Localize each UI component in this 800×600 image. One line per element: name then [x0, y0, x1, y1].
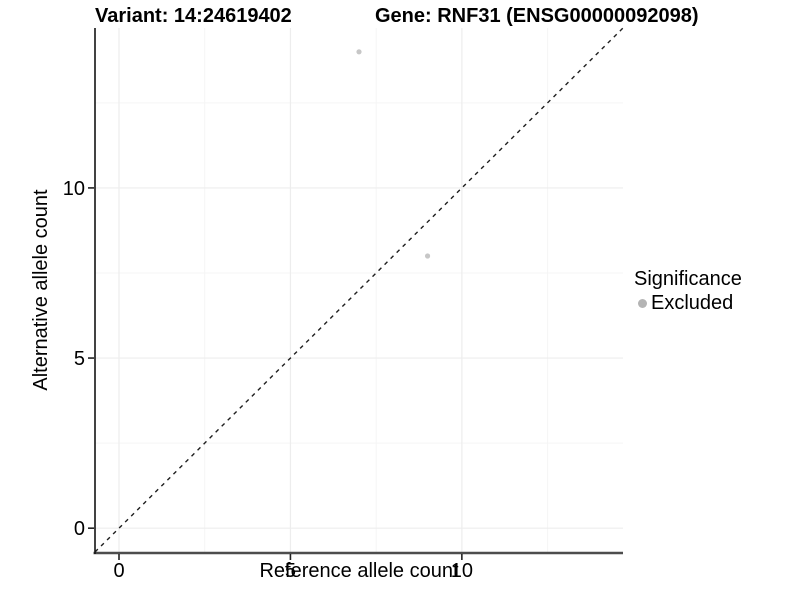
data-point	[356, 49, 362, 55]
y-tick-label: 5	[74, 348, 85, 370]
legend-title: Significance	[634, 268, 742, 290]
gene-title: Gene: RNF31 (ENSG00000092098)	[375, 5, 699, 27]
x-tick-label: 0	[113, 560, 124, 582]
identity-line	[94, 27, 624, 553]
x-axis-label: Reference allele count	[259, 560, 459, 582]
y-tick-label: 10	[63, 178, 85, 200]
x-tick-label: 5	[285, 560, 296, 582]
x-tick-label: 10	[451, 560, 473, 582]
legend-item-label: Excluded	[651, 292, 734, 314]
y-axis-label: Alternative allele count	[30, 189, 52, 391]
data-point	[424, 253, 431, 259]
variant-title: Variant: 14:24619402	[95, 5, 292, 27]
legend-item-excluded: Excluded	[634, 292, 742, 314]
excluded-point-icon	[638, 298, 647, 308]
legend: Significance Excluded	[634, 268, 742, 314]
y-tick-label: 0	[74, 518, 85, 540]
